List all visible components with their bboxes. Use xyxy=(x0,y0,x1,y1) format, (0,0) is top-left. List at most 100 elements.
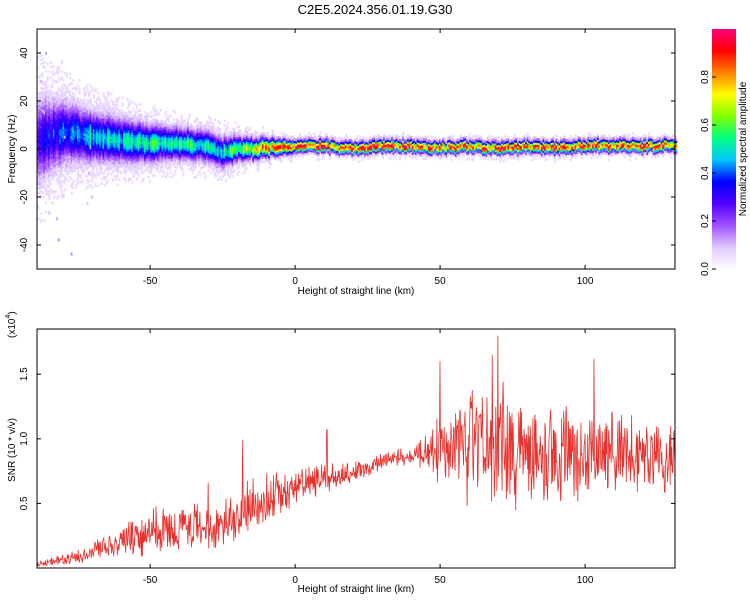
spectrogram-cell xyxy=(54,136,57,140)
spectrogram-cell xyxy=(341,148,344,151)
spectrogram-cell xyxy=(57,128,60,132)
spectrogram-cell xyxy=(118,148,121,152)
spectrogram-cell xyxy=(218,121,221,125)
spectrogram-cell xyxy=(64,115,67,118)
spectrogram-cell xyxy=(52,73,56,77)
spectrogram-cell xyxy=(60,124,64,128)
spectrogram-cell xyxy=(46,151,49,155)
spectrogram-cell xyxy=(67,120,70,124)
spectrogram-cell xyxy=(102,133,105,137)
spectrogram-cell xyxy=(202,148,206,151)
spectrogram-cell xyxy=(199,162,202,166)
spectrogram-cell xyxy=(48,109,51,112)
spectrogram-cell xyxy=(166,134,169,138)
spectrogram-cell xyxy=(134,141,137,145)
spectrogram-cell xyxy=(115,123,118,127)
spectrogram-cell xyxy=(247,148,250,151)
spectrogram-cell xyxy=(84,129,87,133)
spectrogram-cell xyxy=(105,125,108,129)
spectrogram-cell xyxy=(312,136,316,140)
spectrogram-cell xyxy=(59,163,62,166)
spectrogram-cell xyxy=(239,149,242,152)
spectrogram-cell xyxy=(395,136,399,139)
spectrogram-cell xyxy=(177,156,180,160)
spectrogram-cell xyxy=(161,140,164,143)
spectrogram-cell xyxy=(182,126,185,130)
spectrogram-cell xyxy=(75,155,78,159)
spectrogram-cell xyxy=(171,134,174,138)
spectrogram-cell xyxy=(108,113,111,117)
spectrogram-cell xyxy=(316,141,319,144)
spectrogram-cell xyxy=(139,102,142,106)
spectrogram-cell xyxy=(198,153,201,157)
spectrogram-cell xyxy=(129,160,132,164)
spectrogram-cell xyxy=(41,156,44,160)
spectrogram-cell xyxy=(201,130,204,133)
spectrogram-cell xyxy=(228,150,231,153)
spectrogram-cell xyxy=(37,124,40,128)
spectrogram-cell xyxy=(96,169,99,173)
spectrogram-cell xyxy=(403,147,406,151)
spectrogram-cell xyxy=(99,154,102,158)
spectrogram-cell xyxy=(405,145,408,148)
spectrogram-cell xyxy=(86,139,89,143)
spectrogram-cell xyxy=(62,180,65,184)
spectrogram-cell xyxy=(65,90,68,93)
spectrogram-cell xyxy=(214,146,217,150)
spectrogram-cell xyxy=(83,132,86,136)
spectrogram-cell xyxy=(116,153,119,156)
spectrogram-cell xyxy=(153,135,156,139)
spectrogram-cell xyxy=(158,144,161,148)
spectrogram-cell xyxy=(81,104,84,107)
spectrogram-cell xyxy=(311,139,314,142)
spectrogram-cell xyxy=(282,140,285,144)
spectrogram-cell xyxy=(328,150,332,154)
spectrogram-cell xyxy=(392,154,395,157)
spectrogram-cell xyxy=(76,157,80,161)
spectrogram-cell xyxy=(166,128,169,132)
spectrogram-cell xyxy=(52,116,56,120)
spectrogram-cell xyxy=(397,135,400,139)
spectrogram-cell xyxy=(52,97,56,100)
spectrogram-cell xyxy=(127,136,131,140)
spectrogram-cell xyxy=(88,111,91,114)
spectrogram-cell xyxy=(212,131,215,135)
spectrogram-cell xyxy=(52,138,56,141)
spectrogram-cell xyxy=(129,149,132,153)
spectrogram-cell xyxy=(96,89,99,93)
spectrogram-cell xyxy=(402,136,405,139)
spectrogram-cell xyxy=(91,110,94,114)
spectrogram-cell xyxy=(62,109,65,112)
spectrogram-cell xyxy=(236,125,239,129)
spectrogram-cell xyxy=(191,136,194,140)
spectrogram-cell xyxy=(41,135,44,139)
spectrogram-cell xyxy=(100,119,103,123)
spectrogram-cell xyxy=(191,151,194,155)
spectrogram-cell xyxy=(48,120,51,123)
spectrogram-cell xyxy=(100,104,103,108)
spectrogram-cell xyxy=(325,144,328,148)
spectrogram-cell xyxy=(119,132,123,136)
spectrogram-cell xyxy=(150,123,153,127)
spectrogram-cell xyxy=(295,138,298,142)
spectrogram-cell xyxy=(148,145,151,149)
spectrogram-cell xyxy=(368,151,371,155)
spectrogram-cell xyxy=(81,112,84,116)
spectrogram-cell xyxy=(387,152,391,155)
spectrogram-cell xyxy=(127,166,131,170)
spectrogram-cell xyxy=(167,130,170,134)
spectrogram-cell xyxy=(327,146,330,150)
spectrogram-cell xyxy=(41,143,44,147)
spectrogram-cell xyxy=(116,166,119,169)
spectrogram-cell xyxy=(56,108,59,112)
spectrogram-cell xyxy=(97,130,100,134)
spectrogram-cell xyxy=(378,141,381,145)
spectrogram-cell xyxy=(83,111,86,115)
spectrogram-cell xyxy=(220,162,223,166)
spectrogram-cell xyxy=(196,147,199,151)
spectrogram-cell xyxy=(249,152,252,156)
spectrogram-cell xyxy=(261,136,265,140)
spectrogram-cell xyxy=(282,138,285,142)
spectrogram-cell xyxy=(91,112,94,116)
